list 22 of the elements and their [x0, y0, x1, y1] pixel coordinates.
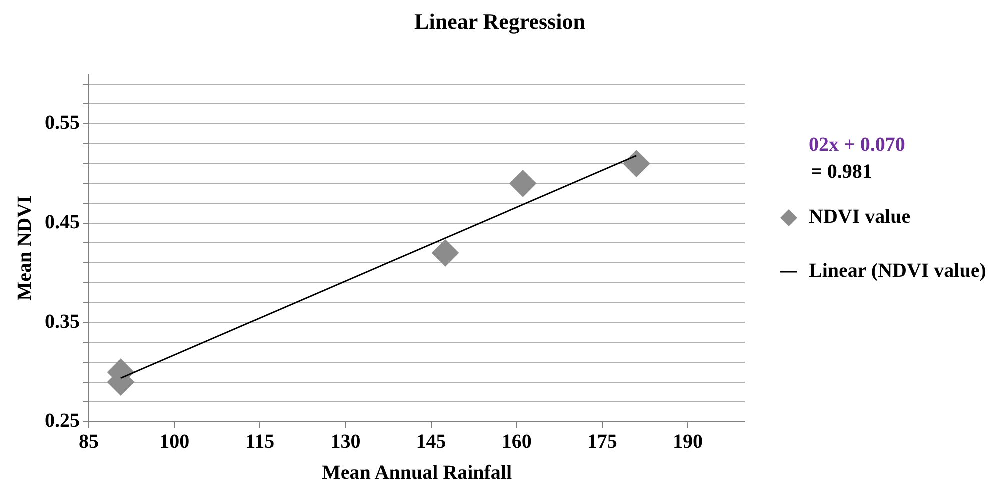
x-tick-label: 190: [672, 431, 703, 454]
point: [432, 240, 460, 267]
point: [510, 170, 537, 198]
y-tick-label: 0.45: [45, 212, 80, 234]
text: 02x + 0.070: [809, 134, 906, 156]
chart-title: Linear Regression: [414, 8, 586, 34]
y-tick-label: 0.25: [45, 410, 80, 432]
x-tick-label: 130: [330, 431, 361, 454]
y-tick-label: 0.35: [45, 310, 80, 333]
x-tick-label: 175: [587, 431, 618, 454]
y-tick-label: 0.55: [45, 112, 80, 134]
text: = 0.981: [811, 161, 872, 184]
legend-label: NDVI value: [809, 206, 911, 228]
point: [623, 150, 650, 178]
x-axis-title: Mean Annual Rainfall: [322, 462, 512, 484]
y-axis-title: Mean NDVI: [14, 195, 36, 301]
x-tick-label: 100: [160, 431, 190, 454]
x-tick-label: 115: [246, 431, 275, 454]
legend-label: Linear (NDVI value): [809, 260, 986, 282]
x-tick-label: 145: [416, 431, 446, 454]
x-tick-label: 85: [79, 431, 99, 454]
x-tick-label: 160: [502, 431, 532, 454]
